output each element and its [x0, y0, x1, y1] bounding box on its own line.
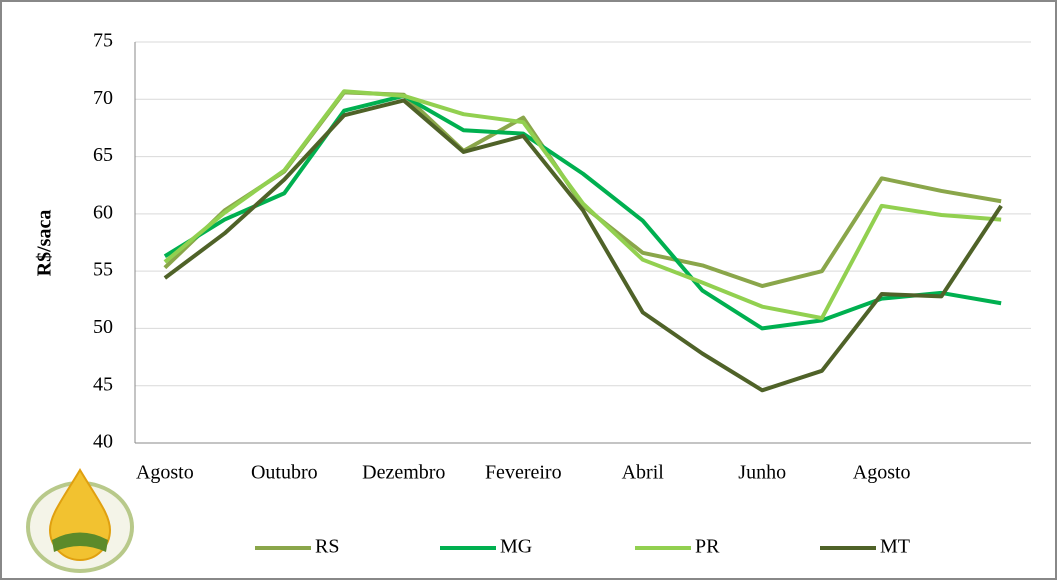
legend-label: RS: [315, 536, 339, 558]
y-tick-label: 40: [93, 431, 113, 453]
x-tick-label: Agosto: [853, 462, 911, 484]
x-tick-label: Dezembro: [362, 462, 445, 484]
x-tick-label: Fevereiro: [485, 462, 562, 484]
y-axis-label: R$/saca: [34, 210, 56, 277]
y-tick-label: 75: [93, 30, 113, 52]
x-tick-label: Abril: [622, 462, 665, 484]
x-tick-label: Agosto: [136, 462, 194, 484]
y-tick-label: 60: [93, 201, 113, 223]
y-tick-label: 65: [93, 144, 113, 166]
series-line: [163, 89, 1002, 321]
legend-label: PR: [695, 536, 720, 558]
y-tick-label: 45: [93, 373, 113, 395]
legend-label: MG: [500, 536, 532, 558]
y-tick-label: 70: [93, 87, 113, 109]
y-tick-label: 50: [93, 316, 113, 338]
series-line: [163, 93, 1002, 331]
logo: [26, 468, 134, 573]
x-tick-label: Junho: [738, 462, 786, 484]
series-line: [163, 98, 1003, 393]
legend-label: MT: [880, 536, 910, 558]
y-tick-label: 55: [93, 259, 113, 281]
x-tick-label: Outubro: [251, 462, 318, 484]
